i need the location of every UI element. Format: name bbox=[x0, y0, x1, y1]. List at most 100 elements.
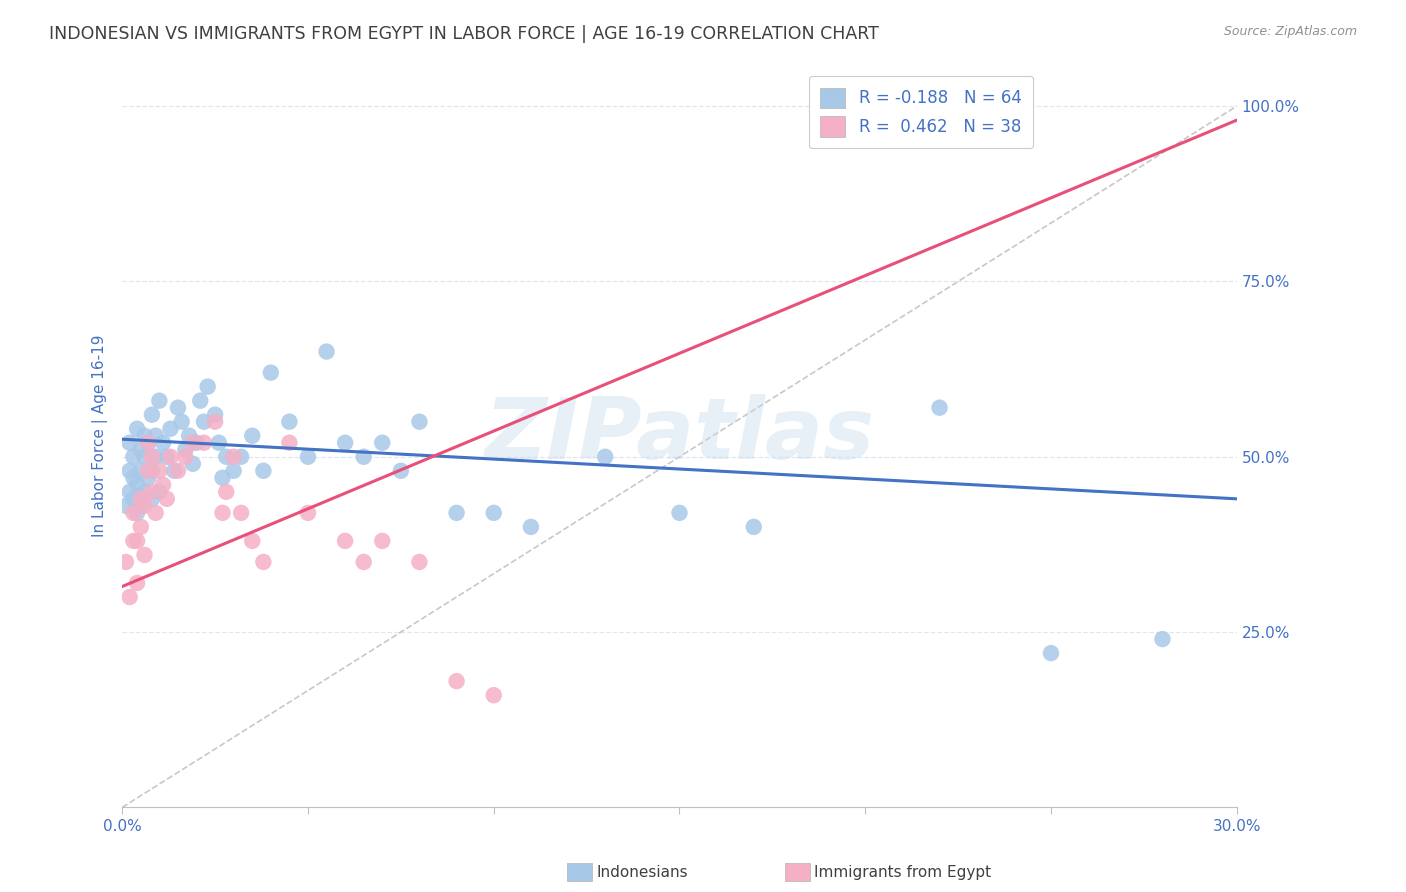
Point bbox=[145, 506, 167, 520]
Point bbox=[446, 674, 468, 689]
Point bbox=[211, 471, 233, 485]
Point bbox=[188, 393, 211, 408]
Point bbox=[141, 408, 163, 422]
Point bbox=[668, 506, 690, 520]
Point bbox=[215, 450, 238, 464]
Point bbox=[156, 450, 179, 464]
Point bbox=[118, 590, 141, 604]
Point bbox=[141, 491, 163, 506]
Text: INDONESIAN VS IMMIGRANTS FROM EGYPT IN LABOR FORCE | AGE 16-19 CORRELATION CHART: INDONESIAN VS IMMIGRANTS FROM EGYPT IN L… bbox=[49, 25, 879, 43]
Point bbox=[148, 393, 170, 408]
Point bbox=[593, 450, 616, 464]
Point bbox=[141, 464, 163, 478]
Point bbox=[353, 555, 375, 569]
Point bbox=[122, 450, 145, 464]
Point bbox=[125, 533, 148, 548]
Point bbox=[134, 499, 156, 513]
Point bbox=[371, 435, 394, 450]
Point bbox=[389, 464, 412, 478]
Point bbox=[118, 484, 141, 499]
Point bbox=[252, 555, 274, 569]
Point bbox=[129, 442, 152, 457]
Point bbox=[152, 478, 174, 492]
Point bbox=[125, 422, 148, 436]
Point bbox=[333, 533, 356, 548]
Point bbox=[129, 464, 152, 478]
Text: Indonesians: Indonesians bbox=[596, 865, 688, 880]
Point bbox=[115, 555, 138, 569]
Point bbox=[197, 379, 219, 393]
Point bbox=[229, 450, 252, 464]
Point bbox=[371, 533, 394, 548]
Point bbox=[167, 464, 190, 478]
Point bbox=[297, 506, 319, 520]
Point bbox=[136, 464, 159, 478]
Point bbox=[136, 471, 159, 485]
Point bbox=[215, 484, 238, 499]
Point bbox=[134, 484, 156, 499]
Point bbox=[222, 464, 245, 478]
Point bbox=[136, 435, 159, 450]
Point bbox=[134, 450, 156, 464]
Point bbox=[211, 506, 233, 520]
Point bbox=[134, 428, 156, 442]
Point bbox=[148, 484, 170, 499]
Point bbox=[520, 520, 543, 534]
Point bbox=[252, 464, 274, 478]
Point bbox=[145, 428, 167, 442]
Point bbox=[125, 576, 148, 591]
Point bbox=[115, 499, 138, 513]
Point bbox=[174, 442, 197, 457]
Point bbox=[152, 435, 174, 450]
Point bbox=[156, 491, 179, 506]
Point bbox=[333, 435, 356, 450]
Text: Source: ZipAtlas.com: Source: ZipAtlas.com bbox=[1223, 25, 1357, 38]
Point bbox=[186, 435, 208, 450]
Y-axis label: In Labor Force | Age 16-19: In Labor Force | Age 16-19 bbox=[93, 334, 108, 537]
Point bbox=[122, 471, 145, 485]
Point bbox=[141, 450, 163, 464]
Point bbox=[297, 450, 319, 464]
Point bbox=[928, 401, 950, 415]
Point bbox=[408, 555, 430, 569]
Point bbox=[148, 464, 170, 478]
Point bbox=[181, 457, 204, 471]
Point bbox=[222, 450, 245, 464]
Point bbox=[204, 415, 226, 429]
Point bbox=[240, 533, 263, 548]
Point bbox=[278, 435, 301, 450]
Point bbox=[125, 478, 148, 492]
Point bbox=[118, 464, 141, 478]
Text: ZIPatlas: ZIPatlas bbox=[484, 394, 875, 477]
Point bbox=[742, 520, 765, 534]
Point bbox=[122, 491, 145, 506]
Legend: R = -0.188   N = 64, R =  0.462   N = 38: R = -0.188 N = 64, R = 0.462 N = 38 bbox=[808, 76, 1033, 148]
Point bbox=[167, 401, 190, 415]
Point bbox=[136, 435, 159, 450]
Point bbox=[141, 484, 163, 499]
Point bbox=[118, 435, 141, 450]
Point bbox=[1152, 632, 1174, 646]
Point bbox=[204, 408, 226, 422]
Point bbox=[174, 450, 197, 464]
Point bbox=[260, 366, 283, 380]
Point bbox=[177, 428, 200, 442]
Point bbox=[159, 450, 181, 464]
Point bbox=[134, 548, 156, 562]
Point bbox=[159, 422, 181, 436]
Point bbox=[353, 450, 375, 464]
Point bbox=[122, 533, 145, 548]
Point bbox=[240, 428, 263, 442]
Point bbox=[125, 506, 148, 520]
Point bbox=[229, 506, 252, 520]
Point bbox=[208, 435, 231, 450]
Point bbox=[129, 520, 152, 534]
Point bbox=[408, 415, 430, 429]
Point bbox=[446, 506, 468, 520]
Point bbox=[163, 464, 186, 478]
Point bbox=[482, 688, 505, 702]
Point bbox=[181, 435, 204, 450]
Point bbox=[482, 506, 505, 520]
Point bbox=[145, 450, 167, 464]
Point bbox=[129, 499, 152, 513]
